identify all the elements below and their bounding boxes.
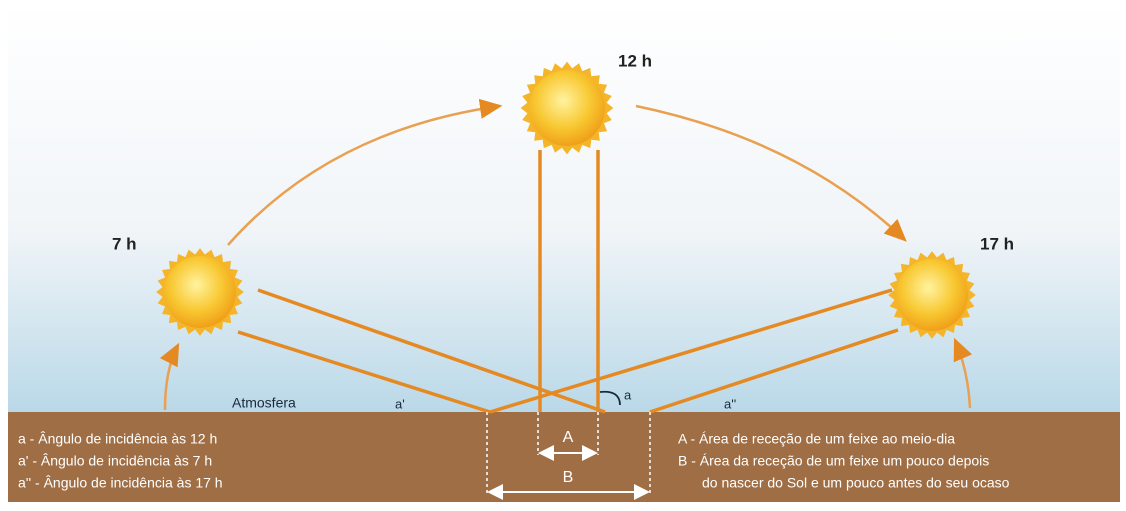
legend-text: a'' - Ângulo de incidência às 17 h — [18, 475, 223, 491]
legend-text: do nascer do Sol e um pouco antes do seu… — [702, 475, 1010, 491]
legend-text: a - Ângulo de incidência às 12 h — [18, 431, 217, 447]
sun — [164, 256, 236, 328]
sun-label: 17 h — [980, 234, 1014, 253]
diagram: 7 h 12 h 17 h Atmosfera a a' a'' A B a -… — [0, 0, 1126, 506]
legend-text: a' - Ângulo de incidência às 7 h — [18, 453, 212, 469]
atmosphere-label: Atmosfera — [232, 395, 296, 411]
angle-label: a — [624, 387, 632, 402]
area-label: A — [563, 429, 574, 446]
sun — [529, 70, 605, 146]
angle-label: a' — [395, 396, 405, 411]
angle-label: a'' — [724, 396, 736, 411]
sun-label: 12 h — [618, 51, 652, 70]
area-label: B — [563, 469, 574, 486]
legend-text: A - Área de receção de um feixe ao meio-… — [678, 431, 955, 447]
sun — [896, 259, 968, 331]
sun-label: 7 h — [112, 234, 137, 253]
legend-text: B - Área da receção de um feixe um pouco… — [678, 453, 989, 469]
